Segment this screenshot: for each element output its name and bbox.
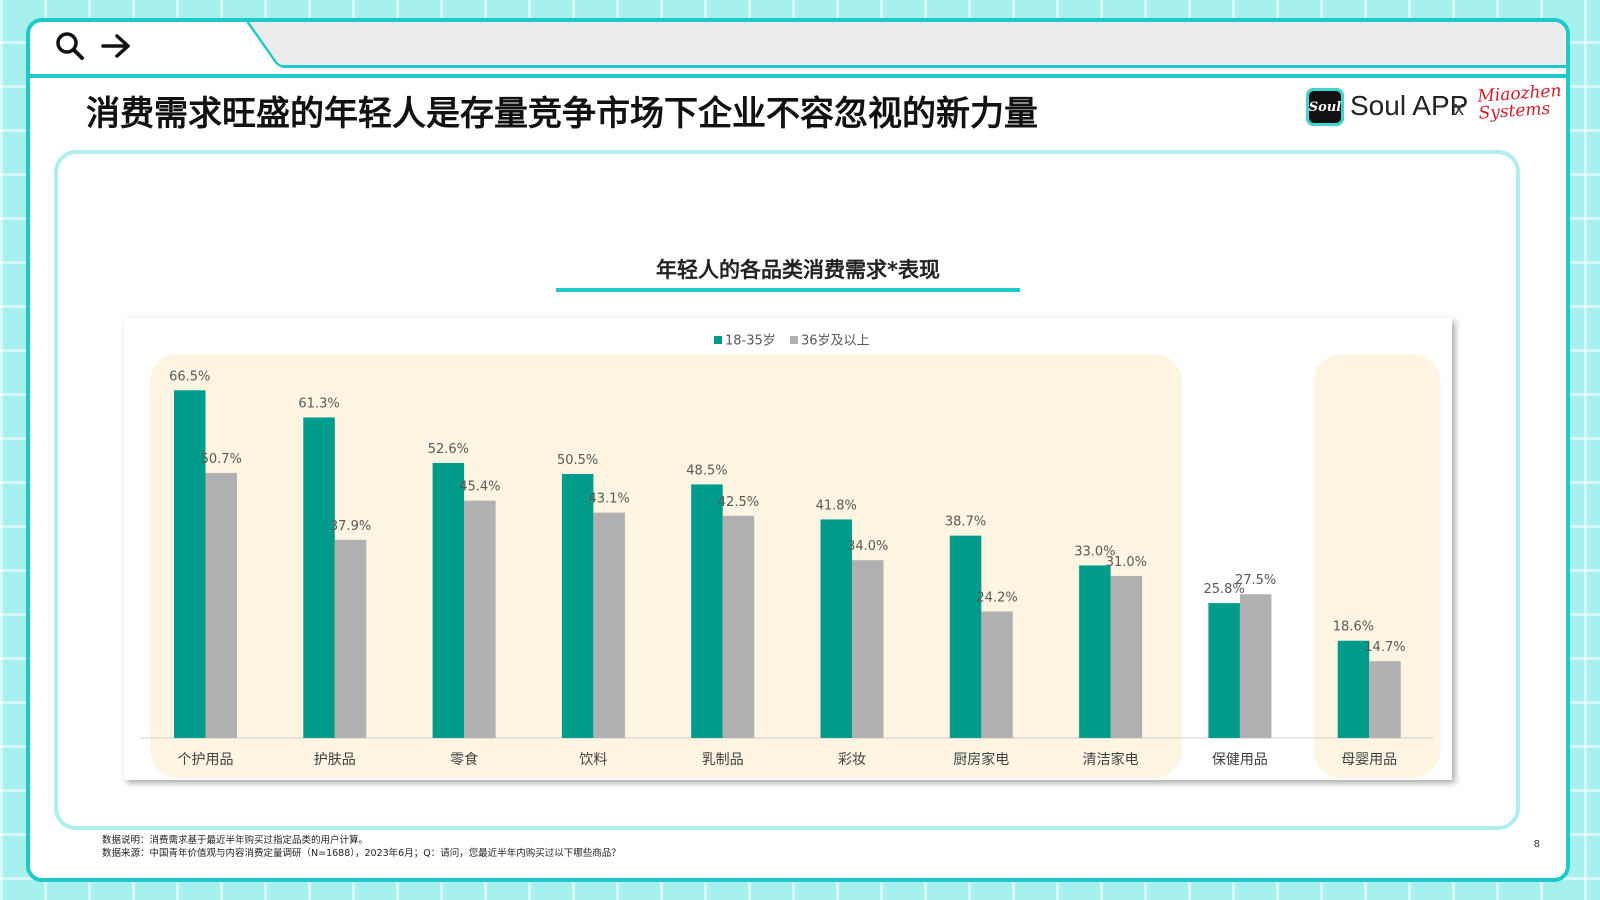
data-label-2-厨房家电: 24.2% (976, 590, 1017, 605)
data-label-1-饮料: 50.5% (557, 453, 598, 468)
legend-swatch-1 (714, 336, 722, 344)
data-label-1-个护用品: 66.5% (169, 369, 210, 384)
legend-label-1: 18-35岁 (725, 334, 776, 349)
bar-1-清洁家电 (1079, 565, 1111, 738)
bar-1-饮料 (561, 473, 594, 738)
data-label-2-饮料: 43.1% (588, 492, 629, 507)
soul-app-name: Soul APP (1350, 90, 1469, 121)
bar-1-母婴用品 (1337, 640, 1370, 738)
bar-2-清洁家电 (1110, 575, 1143, 738)
bar-2-零食 (464, 500, 496, 738)
bar-2-彩妆 (852, 560, 884, 738)
data-label-2-护肤品: 37.9% (330, 519, 371, 534)
data-label-2-乳制品: 42.5% (718, 495, 759, 510)
data-label-2-保健用品: 27.5% (1235, 573, 1276, 588)
data-label-2-清洁家电: 31.0% (1106, 555, 1147, 570)
legend-swatch-2 (790, 336, 798, 344)
category-label-乳制品: 乳制品 (702, 752, 744, 768)
data-label-2-个护用品: 50.7% (201, 452, 242, 467)
page-title: 消费需求旺盛的年轻人是存量竞争市场下企业不容忽视的新力量 (86, 94, 1038, 134)
data-label-1-清洁家电: 33.0% (1074, 544, 1115, 559)
data-label-1-护肤品: 61.3% (298, 396, 339, 411)
category-label-厨房家电: 厨房家电 (953, 751, 1009, 768)
brand-separator: x (1454, 98, 1464, 120)
highlight-band-0 (150, 354, 1183, 778)
data-label-1-保健用品: 25.8% (1203, 582, 1244, 597)
data-label-2-零食: 45.4% (459, 480, 500, 495)
bar-1-彩妆 (820, 519, 852, 738)
category-label-彩妆: 彩妆 (838, 752, 866, 768)
bar-2-母婴用品 (1369, 661, 1401, 738)
category-label-清洁家电: 清洁家电 (1083, 751, 1139, 768)
category-label-个护用品: 个护用品 (178, 752, 234, 768)
bar-1-保健用品 (1208, 603, 1240, 738)
data-label-1-零食: 52.6% (428, 442, 469, 457)
bar-2-护肤品 (334, 539, 367, 738)
bar-1-护肤品 (303, 417, 335, 738)
soul-logo: Soul (1306, 88, 1344, 126)
arrow-right-icon[interactable] (100, 30, 132, 62)
window-frame: 消费需求旺盛的年轻人是存量竞争市场下企业不容忽视的新力量 Soul Soul A… (26, 18, 1570, 882)
data-label-1-厨房家电: 38.7% (945, 515, 986, 530)
bar-2-厨房家电 (981, 611, 1013, 738)
category-label-母婴用品: 母婴用品 (1341, 752, 1397, 768)
category-label-零食: 零食 (450, 751, 478, 768)
data-source: 数据来源：中国青年价值观与内容消费定量调研（N=1688），2023年6月；Q：… (102, 848, 621, 859)
bar-1-乳制品 (691, 484, 723, 738)
bar-1-厨房家电 (949, 535, 982, 738)
bar-2-乳制品 (722, 515, 755, 738)
data-label-2-彩妆: 34.0% (847, 539, 888, 554)
legend-label-2: 36岁及以上 (801, 334, 870, 349)
chart-card: 18-35岁 36岁及以上 66.5% 50.7% 个护用品 61.3% 37.9% 护肤品 5… (124, 318, 1452, 780)
bar-2-饮料 (593, 512, 625, 738)
miaozhen-logo: Miaozhen Systems (1476, 80, 1563, 124)
data-label-1-母婴用品: 18.6% (1333, 620, 1374, 635)
chart-heading: 年轻人的各品类消费需求*表现 (656, 258, 940, 282)
top-bar (30, 22, 1566, 78)
bar-1-零食 (432, 462, 465, 738)
data-note: 数据说明：消费需求基于最近半年购买过指定品类的用户计算。 (102, 835, 369, 846)
category-label-饮料: 饮料 (579, 752, 607, 768)
category-label-保健用品: 保健用品 (1212, 752, 1268, 768)
bar-2-个护用品 (205, 472, 237, 738)
category-label-护肤品: 护肤品 (314, 752, 356, 768)
data-label-1-彩妆: 41.8% (816, 498, 857, 513)
page-number: 8 (1533, 839, 1540, 850)
bar-1-个护用品 (174, 390, 206, 738)
data-label-1-乳制品: 48.5% (686, 463, 727, 478)
bar-2-保健用品 (1239, 594, 1272, 738)
heading-underline (556, 288, 1020, 292)
search-icon[interactable] (54, 30, 86, 62)
bar-chart: 18-35岁 36岁及以上 66.5% 50.7% 个护用品 61.3% 37.9% 护肤品 5… (140, 334, 1441, 778)
brand-lockup: Soul Soul APP x Miaozhen Systems (1306, 80, 1566, 130)
data-label-2-母婴用品: 14.7% (1364, 640, 1405, 655)
address-bar[interactable] (242, 22, 1566, 68)
